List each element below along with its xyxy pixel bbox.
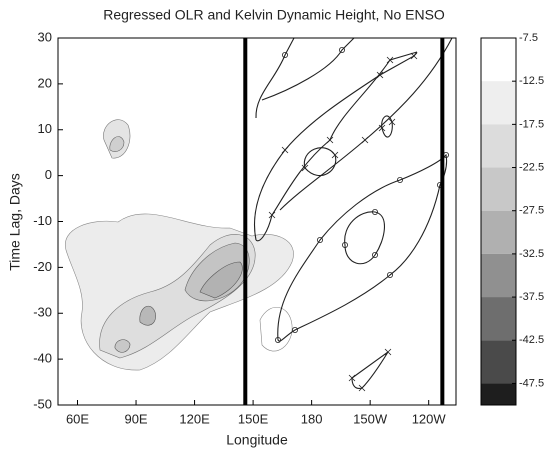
y-tick-label: 30 <box>38 29 52 44</box>
x-tick-label: 120E <box>179 411 210 426</box>
colorbar-tick-label: -42.5 <box>519 334 544 346</box>
y-axis-label: Time Lag, Days <box>7 173 23 271</box>
colorbar-tick-label: -7.5 <box>519 32 538 44</box>
colorbar-tick-label: -12.5 <box>519 75 544 87</box>
y-tick-label: 0 <box>45 167 52 182</box>
colorbar-band <box>481 383 516 405</box>
colorbar-tick-label: -27.5 <box>519 205 544 217</box>
colorbar-tick-label: -37.5 <box>519 291 544 303</box>
colorbar-band <box>481 297 516 341</box>
colorbar-tick-label: -17.5 <box>519 118 544 130</box>
dynamic-height-contours <box>245 37 453 388</box>
x-tick-label: 120W <box>412 411 447 426</box>
x-tick-label: 90E <box>124 411 147 426</box>
y-tick-label: -20 <box>33 259 52 274</box>
x-tick-label: 150E <box>238 411 269 426</box>
colorbar-band <box>481 210 516 254</box>
x-tick-label: 180 <box>301 411 323 426</box>
y-tick-label: 20 <box>38 75 52 90</box>
olr-field <box>64 119 294 371</box>
y-tick-label: -50 <box>33 396 52 411</box>
colorbar-band <box>481 253 516 298</box>
colorbar-tick-label: -47.5 <box>519 377 544 389</box>
chart-title: Regressed OLR and Kelvin Dynamic Height,… <box>103 7 445 23</box>
y-tick-label: 10 <box>38 121 52 136</box>
x-tick-label: 60E <box>66 411 89 426</box>
colorbar-frame <box>480 37 517 406</box>
x-axis-label: Longitude <box>226 432 288 448</box>
y-tick-label: -40 <box>33 351 52 366</box>
y-tick-label: -30 <box>33 305 52 320</box>
colorbar-tick-label: -22.5 <box>519 161 544 173</box>
colorbar-band <box>481 38 516 82</box>
x-tick-label: 150W <box>353 411 388 426</box>
colorbar-band <box>481 81 516 125</box>
colorbar-band <box>481 167 516 211</box>
y-tick-label: -10 <box>33 213 52 228</box>
colorbar-tick-label: -32.5 <box>519 248 544 260</box>
colorbar-band <box>481 124 516 168</box>
colorbar-band <box>481 340 516 384</box>
